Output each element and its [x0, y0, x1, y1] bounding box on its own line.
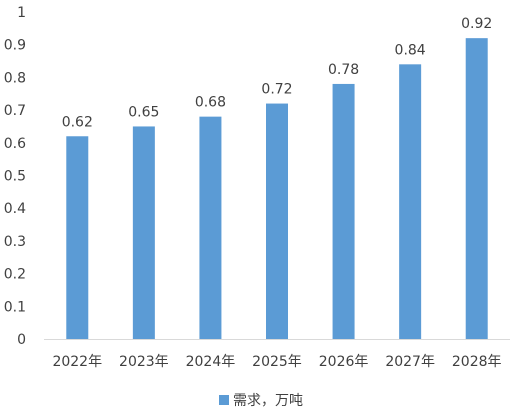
bar — [66, 136, 89, 339]
bar — [132, 126, 155, 339]
x-tick-label: 2027年 — [385, 354, 435, 370]
y-tick-label: 0 — [17, 332, 26, 348]
data-label: 0.72 — [261, 82, 292, 98]
y-tick-label: 0.7 — [4, 103, 26, 119]
legend: 需求，万吨 — [219, 393, 303, 409]
y-tick-label: 0.4 — [4, 201, 26, 217]
bar — [465, 38, 488, 339]
data-label: 0.92 — [461, 16, 492, 32]
x-tick-label: 2028年 — [452, 354, 502, 370]
legend-swatch — [219, 395, 229, 405]
data-label: 0.84 — [395, 42, 426, 58]
legend-label: 需求，万吨 — [233, 393, 303, 409]
y-tick-label: 0.8 — [4, 70, 26, 86]
bars-group — [66, 38, 488, 339]
data-label: 0.62 — [62, 114, 93, 130]
x-tick-label: 2023年 — [119, 354, 169, 370]
bar — [266, 103, 288, 339]
data-label: 0.68 — [195, 95, 226, 111]
y-tick-label: 0.3 — [4, 234, 26, 250]
y-tick-label: 0.2 — [4, 267, 26, 283]
bar — [332, 83, 355, 339]
x-tick-label: 2025年 — [252, 354, 302, 370]
data-labels-group: 0.62 0.65 0.68 0.72 0.78 0.84 0.92 — [62, 16, 493, 130]
y-tick-label: 0.1 — [4, 299, 26, 315]
x-tick-label: 2024年 — [186, 354, 236, 370]
x-axis-ticks: 2022年 2023年 2024年 2025年 2026年 2027年 2028年 — [52, 354, 501, 370]
y-tick-label: 0.5 — [4, 169, 26, 185]
y-axis-ticks: 0 0.1 0.2 0.3 0.4 0.5 0.6 0.7 0.8 0.9 1 — [4, 5, 26, 348]
x-tick-label: 2022年 — [52, 354, 102, 370]
bar — [399, 64, 422, 339]
data-label: 0.78 — [328, 62, 359, 78]
y-tick-label: 0.6 — [4, 136, 26, 152]
y-tick-label: 1 — [17, 5, 26, 21]
bar — [199, 116, 222, 339]
data-label: 0.65 — [128, 104, 159, 120]
y-tick-label: 0.9 — [4, 38, 26, 54]
x-tick-label: 2026年 — [319, 354, 369, 370]
